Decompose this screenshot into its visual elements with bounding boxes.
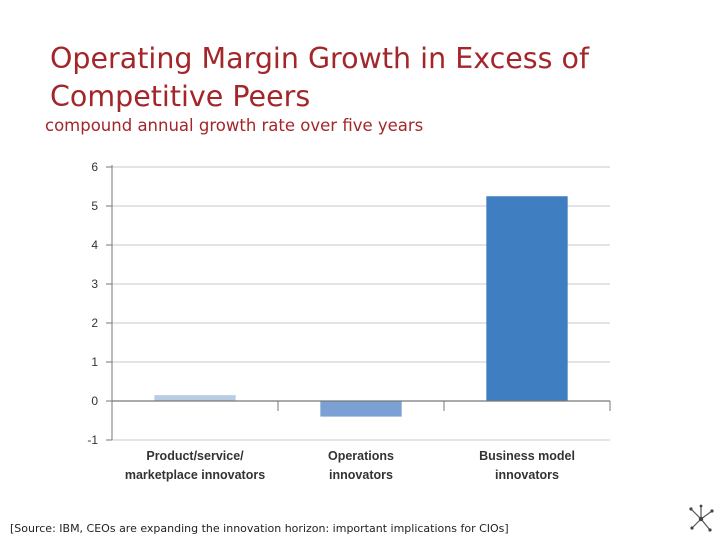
- x-category-label: Product/service/: [146, 449, 244, 463]
- y-tick-label: -1: [87, 433, 98, 447]
- x-category-label: innovators: [495, 468, 559, 482]
- y-tick-label: 4: [91, 238, 98, 252]
- bars: [154, 196, 568, 417]
- y-tick-label: 0: [91, 394, 98, 408]
- x-category-label: Operations: [328, 449, 394, 463]
- y-tick-label: 1: [91, 355, 98, 369]
- y-tick-label: 6: [91, 160, 98, 174]
- x-category-label: Business model: [479, 449, 575, 463]
- y-axis-ticks: 6 5 4 3 2 1 0 -1: [87, 160, 112, 447]
- network-star-icon: [689, 504, 714, 532]
- x-category-label: innovators: [329, 468, 393, 482]
- y-tick-label: 5: [91, 199, 98, 213]
- y-tick-label: 2: [91, 316, 98, 330]
- x-axis-categories: Product/service/marketplace innovators Op…: [125, 449, 575, 482]
- axes: [111, 165, 611, 440]
- slide-subtitle: compound annual growth rate over five ye…: [45, 116, 424, 135]
- x-category-label: marketplace innovators: [125, 468, 265, 482]
- bar: [154, 395, 236, 401]
- y-tick-label: 3: [91, 277, 98, 291]
- source-citation: [Source: IBM, CEOs are expanding the inn…: [10, 522, 509, 535]
- slide-title: Operating Margin Growth in Excess of Com…: [50, 42, 590, 113]
- bar: [486, 196, 568, 401]
- bar: [320, 401, 402, 417]
